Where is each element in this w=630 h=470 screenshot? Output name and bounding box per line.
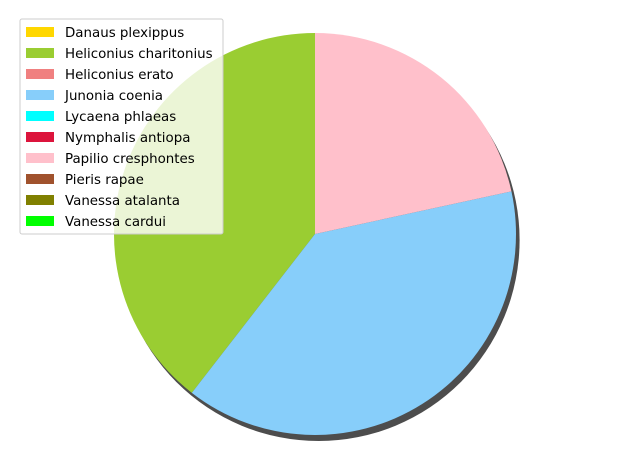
- legend: Danaus plexippus Heliconius charitonius He…: [19, 18, 224, 235]
- legend-label: Nymphalis antiopa: [65, 131, 190, 146]
- legend-item: Heliconius charitonius: [26, 47, 213, 62]
- legend-label: Lycaena phlaeas: [65, 110, 176, 125]
- legend-item: Vanessa atalanta: [26, 194, 180, 209]
- legend-label: Junonia coenia: [64, 89, 163, 104]
- legend-item: Heliconius erato: [26, 68, 174, 83]
- legend-swatch: [26, 69, 54, 79]
- legend-label: Danaus plexippus: [65, 26, 184, 41]
- legend-label: Vanessa atalanta: [65, 194, 180, 209]
- legend-swatch: [26, 111, 54, 121]
- legend-item: Junonia coenia: [26, 89, 163, 104]
- legend-item: Lycaena phlaeas: [26, 110, 176, 125]
- legend-item: Papilio cresphontes: [26, 152, 195, 167]
- legend-label: Pieris rapae: [65, 173, 144, 188]
- pie-slice-junonia-coenia: [191, 191, 517, 435]
- legend-label: Heliconius charitonius: [65, 47, 213, 62]
- pie-slice-papilio-cresphontes: [315, 33, 512, 234]
- legend-frame: [19, 18, 224, 235]
- legend-item: Nymphalis antiopa: [26, 131, 190, 146]
- legend-label: Papilio cresphontes: [65, 152, 195, 167]
- legend-label: Heliconius erato: [65, 68, 174, 83]
- legend-item: Pieris rapae: [26, 173, 144, 188]
- legend-swatch: [26, 153, 54, 163]
- legend-item: Danaus plexippus: [26, 26, 184, 41]
- legend-item: Vanessa cardui: [26, 215, 166, 230]
- legend-swatch: [26, 174, 54, 184]
- legend-swatch: [26, 195, 54, 205]
- legend-swatch: [26, 27, 54, 37]
- legend-swatch: [26, 48, 54, 58]
- legend-swatch: [26, 90, 54, 100]
- legend-swatch: [26, 132, 54, 142]
- legend-label: Vanessa cardui: [65, 215, 166, 230]
- legend-swatch: [26, 216, 54, 226]
